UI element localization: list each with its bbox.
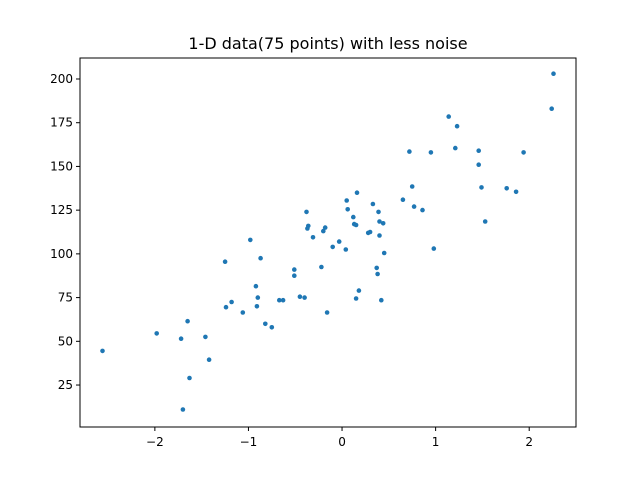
data-point (351, 214, 356, 220)
data-point (154, 331, 159, 336)
data-point (370, 201, 376, 207)
y-tick-label: 25 (58, 378, 73, 392)
data-point (343, 247, 349, 252)
data-point (431, 246, 437, 251)
data-point (253, 283, 259, 289)
data-point (376, 209, 381, 215)
y-tick-label: 75 (58, 291, 73, 305)
data-point (476, 148, 482, 153)
data-point (344, 198, 350, 203)
data-point (321, 228, 326, 234)
data-point (277, 297, 282, 303)
y-tick-label: 100 (50, 247, 73, 261)
data-point (292, 267, 297, 272)
data-point (367, 229, 373, 235)
x-tick-label: −2 (146, 435, 164, 449)
data-point (297, 294, 303, 300)
y-tick-label: 150 (50, 159, 73, 173)
data-point (223, 304, 229, 310)
data-point (187, 375, 192, 381)
data-point (453, 145, 458, 151)
chart-title: 1-D data(75 points) with less noise (188, 34, 467, 53)
data-point (229, 299, 234, 305)
y-tick-label: 200 (50, 72, 73, 86)
data-point (330, 244, 336, 250)
data-point (377, 219, 382, 224)
data-point (454, 123, 460, 129)
data-points (100, 71, 556, 412)
data-point (446, 114, 452, 119)
data-point (254, 304, 260, 309)
data-point (380, 221, 386, 226)
data-point (319, 264, 324, 270)
y-tick-label: 175 (50, 116, 73, 130)
y-tick-label: 50 (58, 334, 73, 348)
x-tick-label: −1 (240, 435, 258, 449)
data-point (280, 297, 286, 303)
x-tick-label: 1 (432, 435, 440, 449)
y-tick-label: 125 (50, 203, 73, 217)
data-point (379, 297, 384, 303)
data-point (322, 225, 328, 230)
data-point (407, 149, 412, 154)
data-point (482, 219, 488, 224)
x-axis-ticks: −2 −1 0 1 2 (146, 427, 533, 449)
data-point (302, 295, 307, 300)
x-tick-label: 2 (525, 435, 533, 449)
data-point (263, 321, 268, 327)
y-axis-ticks: 25 50 75 100 125 150 175 200 (50, 72, 80, 392)
x-tick-label: 0 (338, 435, 346, 449)
data-point (324, 310, 330, 315)
data-point (375, 271, 380, 277)
data-point (428, 150, 434, 155)
data-point (258, 255, 263, 261)
data-point (377, 233, 382, 238)
data-point (420, 207, 425, 213)
data-point (336, 239, 342, 244)
data-point (206, 357, 212, 363)
data-point (203, 334, 208, 340)
data-point (185, 318, 190, 324)
data-point (353, 296, 359, 301)
data-point (304, 209, 309, 215)
data-point (240, 310, 246, 315)
data-point (374, 265, 380, 271)
data-point (549, 106, 554, 111)
data-point (409, 184, 415, 189)
data-point (400, 197, 406, 202)
data-point (513, 189, 519, 195)
data-point (255, 295, 261, 300)
axes-frame (79, 57, 577, 428)
data-point (353, 222, 359, 228)
data-point (476, 162, 482, 167)
data-point (521, 150, 526, 155)
data-point (411, 204, 417, 209)
data-point (222, 259, 228, 265)
data-point (248, 237, 253, 243)
data-point (479, 185, 484, 190)
data-point (178, 336, 184, 342)
data-point (381, 250, 387, 256)
data-point (354, 190, 360, 195)
data-point (504, 186, 510, 191)
data-point (269, 325, 275, 330)
data-point (292, 273, 297, 279)
data-point (100, 348, 105, 354)
data-point (345, 207, 351, 212)
data-point (306, 223, 311, 229)
data-point (356, 288, 362, 293)
data-point (310, 235, 316, 240)
data-point (551, 71, 556, 76)
data-point (180, 407, 186, 412)
